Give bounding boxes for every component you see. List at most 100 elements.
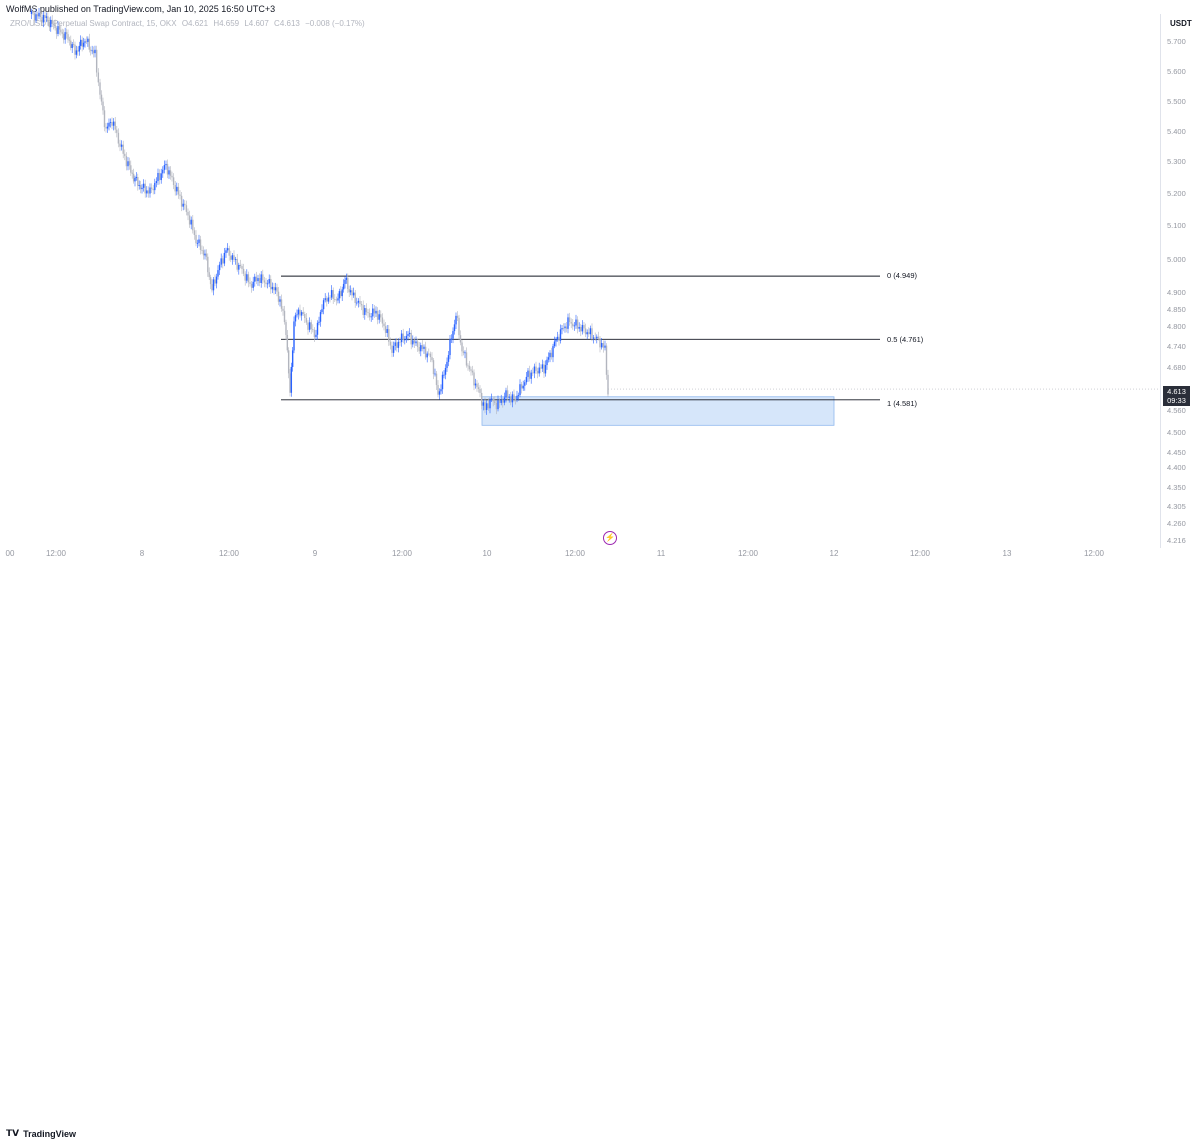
candle-body: [583, 324, 585, 329]
candle-body: [276, 287, 278, 292]
price-axis-label: 4.560: [1167, 406, 1186, 415]
publish-header: WolfMS published on TradingView.com, Jan…: [0, 0, 1200, 16]
candle-body: [179, 194, 181, 196]
candle-body: [381, 317, 384, 324]
price-axis-label: 4.500: [1167, 428, 1186, 437]
tradingview-logo-icon: 𝗧𝗩: [6, 1128, 20, 1138]
candle-body: [418, 346, 420, 352]
symbol-name[interactable]: ZRO/USDT Perpetual Swap Contract, 15, OK…: [10, 19, 177, 28]
candle-body: [155, 181, 158, 183]
candle-body: [538, 367, 540, 374]
candle-body: [33, 13, 36, 21]
candle-body: [65, 32, 68, 35]
candle-body: [378, 314, 380, 320]
candle-body: [177, 186, 180, 195]
candle-body: [490, 398, 493, 400]
candle-body: [511, 394, 514, 403]
candle-body: [456, 315, 459, 318]
time-axis-label: 9: [312, 549, 318, 558]
candle-body: [99, 82, 101, 95]
candle-body: [51, 19, 53, 24]
candle-body: [367, 312, 369, 314]
candle-body: [283, 310, 286, 323]
candle-body: [246, 274, 248, 281]
candle-body: [280, 299, 283, 309]
candle-body: [347, 277, 349, 290]
candle-body: [524, 382, 526, 386]
candlestick-chart[interactable]: [0, 0, 1160, 548]
candle-body: [109, 122, 112, 123]
candle-body: [300, 312, 303, 316]
candle-body: [546, 359, 548, 366]
candle-body: [258, 278, 261, 283]
candle-body: [168, 170, 170, 175]
demand-zone[interactable]: [481, 396, 835, 426]
candle-body: [262, 274, 264, 281]
price-axis-label: 4.740: [1167, 342, 1186, 351]
price-axis-label: 4.400: [1167, 463, 1186, 472]
candle-body: [397, 341, 400, 348]
price-axis-label: 5.700: [1167, 37, 1186, 46]
candle-body: [214, 279, 216, 284]
candle-body: [470, 369, 472, 371]
candle-body: [80, 39, 82, 46]
candle-body: [141, 187, 143, 190]
candle-body: [461, 342, 463, 352]
candle-body: [310, 322, 312, 330]
candle-body: [117, 132, 120, 144]
currency-label: USDT: [1170, 19, 1192, 28]
candle-body: [95, 49, 98, 73]
candle-body: [226, 248, 229, 251]
candle-body: [230, 255, 232, 260]
candle-body: [128, 161, 131, 166]
candle-body: [565, 326, 568, 329]
candle-body: [572, 323, 574, 327]
candle-body: [364, 308, 366, 315]
candle-body: [489, 399, 491, 409]
candle-body: [405, 335, 408, 340]
candle-body: [212, 279, 215, 291]
candle-body: [72, 44, 75, 45]
candle-body: [476, 383, 478, 388]
candle-body: [77, 50, 79, 52]
chart-pane[interactable]: [0, 14, 1161, 548]
candle-body: [402, 333, 404, 340]
time-axis-label: 11: [656, 549, 666, 558]
candle-body: [525, 376, 528, 383]
candle-body: [510, 396, 512, 403]
candle-body: [88, 38, 90, 50]
candle-body: [559, 329, 562, 341]
candle-body: [279, 299, 281, 302]
candle-body: [47, 16, 49, 22]
candle-body: [54, 24, 56, 29]
candle-body: [30, 10, 33, 14]
fib-level-05-label: 0.5 (4.761): [887, 335, 924, 344]
candle-body: [223, 252, 226, 264]
candle-body: [316, 322, 319, 335]
candle-body: [362, 305, 364, 315]
candle-body: [349, 290, 352, 293]
candle-body: [416, 341, 419, 347]
ohlc-close: C4.613: [274, 19, 300, 28]
candle-body: [71, 44, 73, 48]
time-axis-label: 12:00: [909, 549, 931, 558]
candle-body: [575, 319, 577, 326]
candle-body: [517, 395, 520, 396]
candle-body: [495, 402, 498, 410]
candle-body: [271, 286, 274, 290]
candle-body: [462, 351, 465, 354]
time-axis-label: 13: [1002, 549, 1012, 558]
candle-body: [252, 281, 254, 288]
candle-body: [536, 370, 539, 374]
time-axis-label: 12: [829, 549, 839, 558]
brand[interactable]: 𝗧𝗩 TradingView: [6, 1128, 76, 1139]
candle-body: [607, 374, 609, 395]
candle-body: [332, 290, 334, 300]
candle-body: [541, 364, 544, 369]
lightning-icon[interactable]: ⚡: [603, 531, 617, 545]
candle-body: [207, 256, 209, 273]
candle-body: [205, 253, 208, 257]
candle-body: [360, 303, 363, 306]
candle-body: [372, 308, 374, 317]
candle-body: [238, 264, 240, 270]
